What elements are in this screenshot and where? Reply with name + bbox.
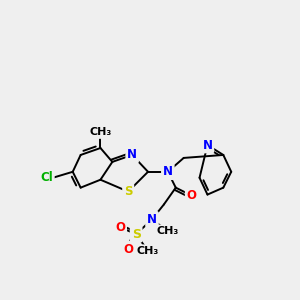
Text: N: N	[147, 213, 157, 226]
Text: S: S	[124, 185, 133, 198]
Text: CH₃: CH₃	[137, 246, 159, 256]
Text: N: N	[163, 165, 173, 178]
Text: O: O	[123, 243, 133, 256]
Text: N: N	[127, 148, 137, 161]
Text: S: S	[132, 228, 141, 241]
Text: CH₃: CH₃	[89, 127, 112, 137]
Text: O: O	[115, 221, 125, 234]
Text: CH₃: CH₃	[157, 226, 179, 236]
Text: N: N	[202, 139, 212, 152]
Text: Cl: Cl	[40, 171, 53, 184]
Text: O: O	[187, 189, 196, 202]
